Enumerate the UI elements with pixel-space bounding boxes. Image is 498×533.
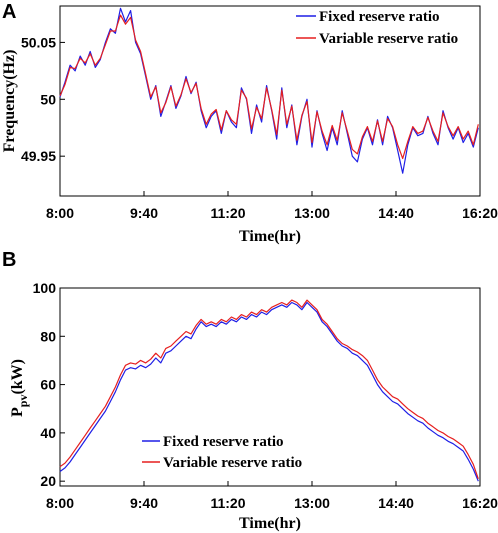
y-axis-title-b: Ppv(kW)	[9, 359, 30, 417]
x-tick-label-b: 14:40	[378, 495, 414, 511]
x-axis-title-b: Time(hr)	[239, 515, 301, 532]
y-axis-title-b-main: P	[9, 407, 26, 417]
x-tick-label-a: 9:40	[130, 205, 158, 221]
y-axis-title-b-sub: pv	[16, 395, 30, 408]
x-tick-label-b: 11:20	[210, 495, 245, 511]
legend-label-fixed-a: Fixed reserve ratio	[319, 9, 440, 25]
y-axis-b: 20 40 60 80 100	[33, 280, 65, 489]
y-tick-label-b: 60	[40, 377, 56, 393]
x-axis-title-a: Time(hr)	[239, 228, 301, 245]
y-tick-label-b: 40	[40, 425, 56, 441]
x-axis-a: 8:00 9:40 11:20 13:00 14:40 16:20	[46, 191, 498, 221]
legend-a: Fixed reserve ratio Variable reserve rat…	[296, 9, 458, 47]
legend-label-fixed-b: Fixed reserve ratio	[163, 434, 284, 450]
y-tick-label-b: 80	[40, 328, 56, 344]
legend-label-variable-b: Variable reserve ratio	[163, 455, 302, 471]
panel-label-a: A	[2, 1, 16, 23]
pv-power-chart: B 8:00 9:40 11:20 13:00 14:40 16:20 20 40 60 80 1…	[2, 249, 498, 532]
series-line-fixed-b	[59, 301, 479, 482]
x-tick-label-a: 13:00	[294, 205, 330, 221]
x-tick-label-a: 16:20	[462, 205, 498, 221]
y-axis-title-b-unit: (kW)	[9, 359, 26, 395]
series-group-b	[59, 299, 479, 482]
y-tick-label-a: 50.05	[21, 34, 56, 50]
series-line-variable-b	[59, 299, 479, 479]
y-axis-a: 49.95 50 50.05	[21, 34, 65, 164]
plot-area-b	[59, 287, 481, 487]
series-line-variable-a	[59, 14, 479, 160]
x-tick-label-a: 8:00	[46, 205, 74, 221]
plot-area-a	[59, 5, 481, 197]
y-tick-label-a: 50	[40, 91, 56, 107]
panel-label-b: B	[2, 249, 16, 271]
x-axis-b: 8:00 9:40 11:20 13:00 14:40 16:20	[46, 481, 498, 511]
legend-label-variable-a: Variable reserve ratio	[319, 31, 458, 47]
x-tick-label-b: 9:40	[130, 495, 158, 511]
x-tick-label-b: 8:00	[46, 495, 74, 511]
series-group-a	[59, 7, 479, 174]
x-tick-label-a: 11:20	[210, 205, 245, 221]
x-tick-label-b: 13:00	[294, 495, 330, 511]
y-tick-label-b: 20	[40, 473, 56, 489]
x-tick-label-a: 14:40	[378, 205, 414, 221]
legend-b: Fixed reserve ratio Variable reserve rat…	[142, 434, 302, 471]
y-tick-label-b: 100	[33, 280, 57, 296]
frequency-chart: A 8:00 9:40 11:20 13:00 14:40 16:20 49.95 50 50…	[1, 1, 498, 245]
x-tick-label-b: 16:20	[462, 495, 498, 511]
y-tick-label-a: 49.95	[21, 148, 56, 164]
y-axis-title-a: Frequency(Hz)	[1, 50, 18, 153]
